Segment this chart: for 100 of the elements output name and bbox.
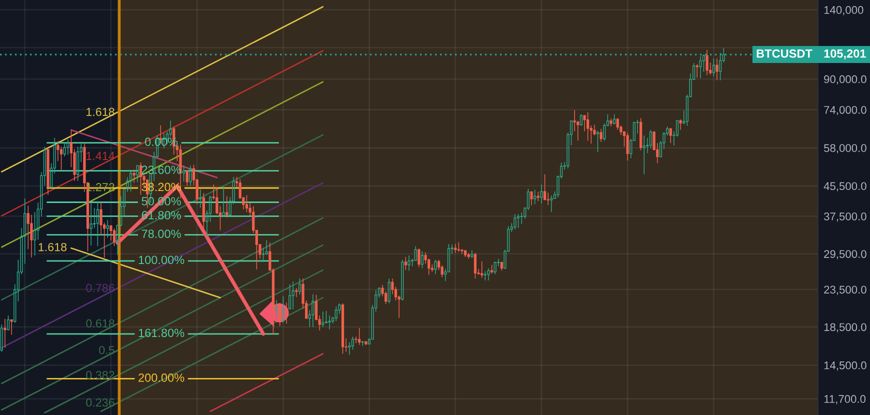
candlestick: [408, 255, 410, 272]
candlestick: [706, 49, 708, 76]
y-tick-label: 18,500.0: [824, 323, 866, 332]
series-label: 0.236: [86, 398, 114, 407]
series-label: 0.786: [86, 284, 114, 292]
candlestick: [285, 302, 288, 324]
candlestick: [716, 58, 718, 81]
candlestick: [46, 148, 50, 196]
annotation: 100.00%: [138, 256, 184, 264]
candlestick: [189, 165, 192, 186]
candlestick: [295, 288, 298, 298]
candlestick: [6, 315, 10, 331]
candlestick: [586, 112, 590, 142]
candlestick: [514, 214, 516, 230]
candlestick: [434, 259, 437, 275]
y-tick-label: 23,500.0: [824, 286, 866, 295]
candlestick: [500, 262, 504, 272]
candlestick: [580, 114, 583, 126]
candlestick: [364, 340, 368, 346]
candlestick: [596, 130, 600, 152]
candlestick: [106, 220, 109, 238]
candlestick: [401, 259, 404, 301]
candlestick: [130, 171, 132, 192]
series-label: 1.272: [86, 183, 114, 192]
y-tick-label: 90,000.0: [824, 75, 866, 84]
y-tick-label: 11,700.0: [824, 395, 866, 404]
candlestick: [494, 261, 496, 275]
y-tick-label: 45,500.0: [824, 182, 866, 192]
candlestick: [613, 114, 616, 125]
candlestick: [139, 162, 142, 196]
candlestick: [334, 306, 338, 322]
candlestick: [179, 144, 182, 199]
candlestick: [298, 278, 302, 296]
candlestick: [4, 318, 6, 348]
annotation: 200.00%: [138, 374, 184, 382]
series-label: 1.414: [86, 152, 115, 160]
candlestick: [182, 164, 186, 182]
candlestick: [278, 302, 282, 327]
candlestick: [610, 118, 612, 127]
candlestick: [474, 252, 477, 279]
candlestick: [76, 146, 80, 182]
candlestick: [404, 256, 407, 270]
candlestick: [312, 294, 314, 328]
candlestick: [10, 319, 13, 336]
y-tick-label: 58,000.0: [824, 144, 866, 154]
candlestick: [490, 264, 494, 274]
series-label: 1.618: [38, 242, 67, 252]
candlestick: [186, 170, 188, 186]
candlestick: [464, 250, 467, 258]
annotation: 161.80%: [138, 328, 184, 338]
candlestick: [530, 190, 533, 206]
candlestick: [282, 296, 284, 324]
text: BTCUSDT: [756, 49, 812, 58]
candlestick: [341, 303, 344, 354]
candlestick: [454, 244, 457, 254]
candlestick: [90, 202, 92, 246]
candlestick: [132, 169, 136, 184]
y-tick-label: 37,500.0: [824, 212, 866, 222]
annotation: 78.00%: [142, 230, 181, 238]
candlestick: [358, 327, 361, 346]
candlestick: [199, 189, 202, 208]
candlestick: [351, 336, 354, 350]
candlestick: [66, 139, 70, 156]
y-tick-label: 140,000: [824, 6, 864, 16]
candlestick: [649, 130, 652, 149]
candlestick: [550, 195, 553, 212]
candlestick: [292, 281, 294, 310]
candlestick: [226, 196, 228, 218]
candlestick: [388, 278, 390, 304]
y-tick-label: 74,000.0: [824, 106, 866, 116]
y-tick-label: 14,500.0: [824, 361, 866, 371]
candlestick: [487, 268, 490, 281]
candlestick: [288, 284, 292, 310]
ref-line-label: 105,201: [824, 49, 866, 60]
candlestick: [696, 64, 698, 78]
candlestick: [626, 132, 629, 161]
candlestick: [470, 250, 474, 259]
series-label: 1.618: [86, 108, 114, 116]
candlestick: [112, 228, 116, 246]
candlestick: [63, 142, 66, 157]
candlestick: [642, 135, 646, 175]
candlestick: [322, 311, 324, 328]
candlestick: [222, 186, 225, 218]
candlestick: [534, 189, 536, 205]
candlestick: [245, 194, 248, 212]
candlestick: [418, 248, 420, 268]
series-label: 0.618: [86, 319, 114, 328]
candlestick: [420, 250, 424, 269]
candlestick: [457, 242, 460, 252]
candlestick: [136, 164, 139, 183]
candlestick: [679, 119, 682, 130]
candlestick: [516, 214, 520, 228]
candlestick: [669, 128, 672, 144]
candlestick: [328, 315, 331, 330]
candlestick: [96, 200, 100, 246]
candlestick: [480, 261, 484, 278]
series-label: 0.382: [86, 370, 114, 380]
candlestick: [202, 192, 205, 232]
candlestick: [484, 270, 486, 281]
candlestick: [275, 299, 278, 318]
